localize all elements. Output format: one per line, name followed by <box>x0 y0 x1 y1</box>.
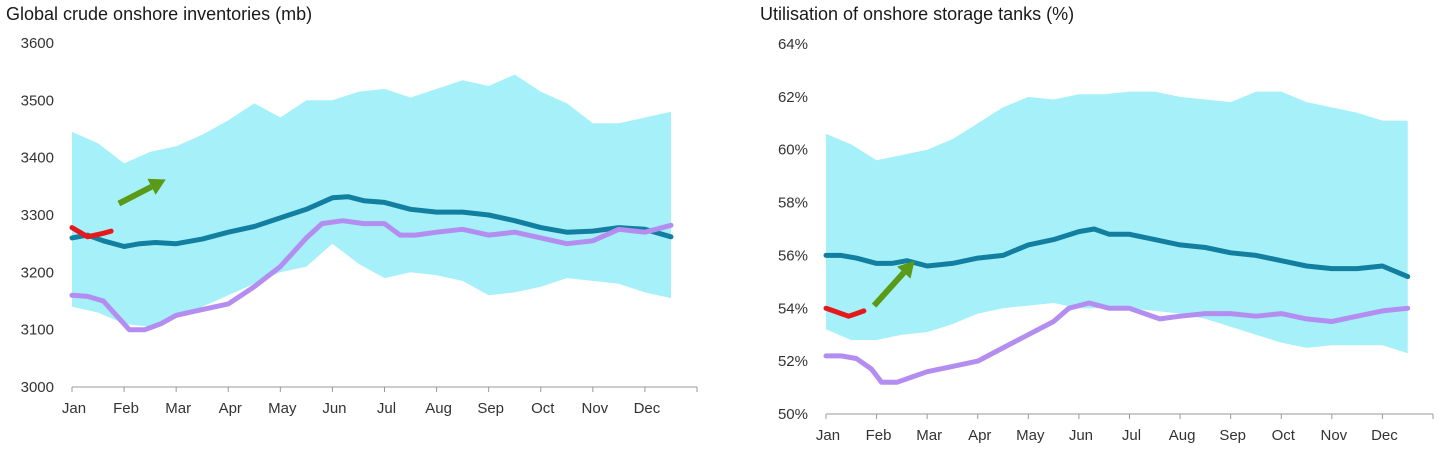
chart-panel-inventories: Global crude onshore inventories (mb) 30… <box>6 4 698 417</box>
utilisation-chart: 50% 52% 54% 56% 58% 60% 62% 64% Jan Feb Mar Apr May J… <box>778 36 1434 444</box>
trend-arrow-shaft <box>117 184 153 207</box>
y-tick-label: 52% <box>778 353 808 370</box>
x-tick-label: Apr <box>219 400 242 417</box>
x-tick-label: Sep <box>477 400 504 417</box>
x-tick-label: Mar <box>916 427 942 444</box>
inventories-chart: 3000 3100 3200 3300 3400 3500 3600 Jan Feb Mar Apr… <box>21 35 698 417</box>
chart-title: Utilisation of onshore storage tanks (%) <box>760 4 1075 24</box>
x-tick-label: Jun <box>322 400 346 417</box>
y-tick-label: 3500 <box>21 92 54 109</box>
current-year-line <box>823 300 1411 385</box>
x-tick-label: Aug <box>425 400 452 417</box>
y-tick-label: 3300 <box>21 207 54 224</box>
x-tick-label: Jan <box>816 427 840 444</box>
trend-arrow-shaft <box>871 270 907 308</box>
x-tick-label: Dec <box>1371 427 1398 444</box>
y-tick-label: 62% <box>778 89 808 106</box>
y-tick-label: 3000 <box>21 379 54 396</box>
x-tick-label: Sep <box>1219 427 1246 444</box>
x-tick-label: Jul <box>377 400 396 417</box>
y-tick-label: 64% <box>778 36 808 53</box>
average-line <box>69 194 674 249</box>
x-tick-label: Feb <box>866 427 892 444</box>
x-tick-label: Oct <box>1272 427 1296 444</box>
latest-data-line <box>69 225 114 240</box>
x-tick-label: Jan <box>62 400 86 417</box>
latest-data-line <box>823 305 867 319</box>
current-year-line <box>69 218 674 333</box>
x-tick-label: Jul <box>1122 427 1141 444</box>
x-tick-label: Mar <box>165 400 191 417</box>
x-tick-label: Nov <box>581 400 608 417</box>
y-tick-label: 3400 <box>21 150 54 167</box>
x-tick-label: May <box>1016 427 1045 444</box>
x-tick-label: May <box>268 400 297 417</box>
x-tick-label: Oct <box>531 400 555 417</box>
x-tick-label: Dec <box>634 400 661 417</box>
y-tick-label: 58% <box>778 195 808 212</box>
y-tick-label: 3600 <box>21 35 54 52</box>
y-tick-label: 3200 <box>21 264 54 281</box>
trend-arrow-icon <box>147 178 166 195</box>
x-tick-label: Feb <box>113 400 139 417</box>
y-tick-label: 3100 <box>21 322 54 339</box>
y-tick-label: 54% <box>778 300 808 317</box>
y-tick-label: 60% <box>778 142 808 159</box>
x-tick-label: Nov <box>1320 427 1347 444</box>
y-tick-label: 56% <box>778 247 808 264</box>
x-tick-label: Jun <box>1069 427 1093 444</box>
average-line <box>823 226 1411 280</box>
x-tick-label: Apr <box>968 427 991 444</box>
chart-title: Global crude onshore inventories (mb) <box>6 4 313 24</box>
trend-arrow-icon <box>897 260 915 279</box>
range-band <box>826 91 1408 354</box>
y-tick-label: 50% <box>778 406 808 423</box>
chart-panel-utilisation: Utilisation of onshore storage tanks (%)… <box>728 0 1456 453</box>
x-tick-label: Aug <box>1169 427 1196 444</box>
